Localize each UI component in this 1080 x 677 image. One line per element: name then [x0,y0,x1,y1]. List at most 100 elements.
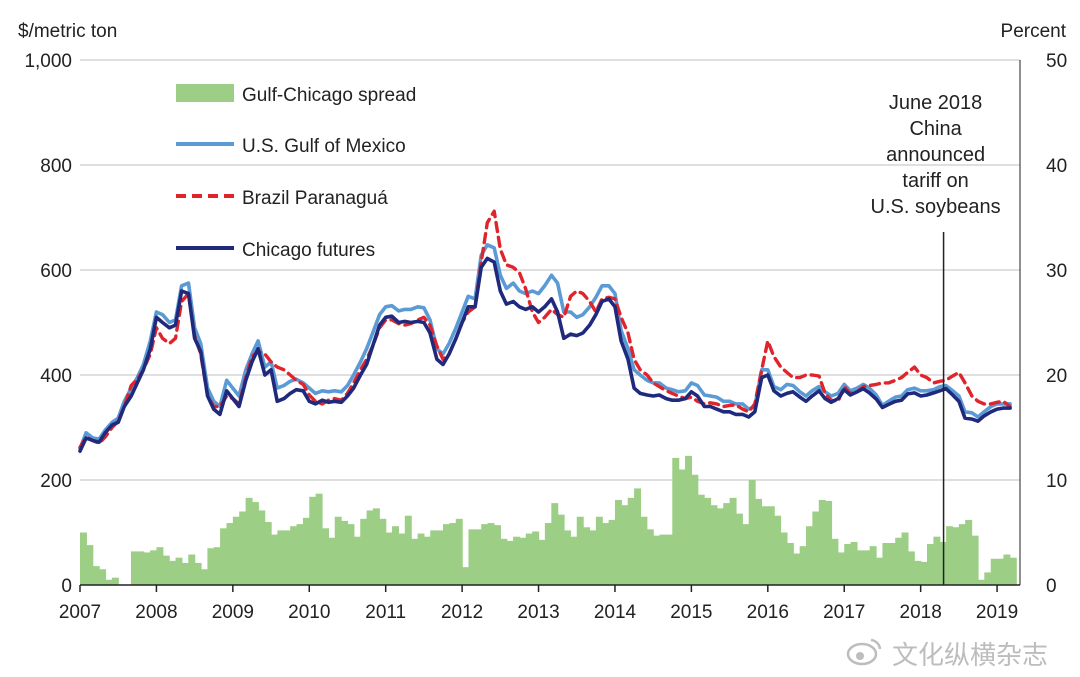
spread-bar [882,543,890,585]
spread-bar [678,469,686,585]
x-tick-label: 2016 [747,602,789,623]
spread-bar [360,518,368,585]
x-tick-label: 2013 [517,602,559,623]
spread-bar [379,518,387,585]
spread-bar [296,524,304,585]
spread-bar [156,547,164,585]
spread-bar [844,544,852,585]
spread-bar [143,552,151,585]
spread-bar [755,498,763,585]
spread-bar [850,541,858,585]
spread-bar [997,558,1005,585]
spread-bar [162,555,170,585]
spread-bar [818,499,826,585]
x-tick-label: 2009 [212,602,254,623]
spread-bar [780,532,788,585]
spread-bar [742,524,750,585]
spread-bar [175,557,183,585]
spread-bar [468,529,476,585]
right-tick-label: 40 [1046,156,1067,177]
line-chicago [78,256,1012,453]
spread-bar [264,522,272,585]
spread-bar [958,524,966,585]
spread-bar [563,530,571,585]
annotation-line: U.S. soybeans [871,196,1001,218]
spread-bar [710,505,718,585]
spread-bar [455,518,463,585]
spread-bar [863,550,871,585]
spread-bar [914,560,922,585]
spread-bar [723,503,731,585]
annotation-line: announced [886,144,985,166]
spread-bar [258,510,266,585]
spread-bar [627,497,635,585]
spread-bar [685,455,693,585]
spread-bar [506,540,514,585]
spread-bar [99,569,107,585]
spread-bar [513,536,521,585]
spread-bar [551,503,559,585]
legend-label-chicago: Chicago futures [242,240,375,261]
spread-bar [423,536,431,585]
spread-bar [608,519,616,585]
legend-swatch-spread [176,84,234,102]
spread-bar [589,530,597,585]
spread-bar [232,516,240,585]
spread-bar [748,480,756,585]
x-tick-label: 2010 [288,602,330,623]
spread-bar [188,554,196,585]
spread-bar [417,533,425,585]
spread-bar [430,530,438,585]
spread-bar [372,508,380,585]
spread-bar [659,534,667,585]
spread-bar [322,528,329,585]
spread-bar [334,516,342,585]
spread-bar [907,551,915,585]
left-tick-label: 800 [40,156,72,177]
spread-bar [404,515,412,585]
x-tick-label: 2019 [976,602,1018,623]
spread-bar [869,546,877,585]
spread-bar [799,546,807,585]
spread-bar [926,544,934,585]
spread-bar [105,579,113,585]
spread-bar [665,534,673,585]
spread-bar [271,534,279,585]
spread-bar [672,457,680,585]
spread-bar [239,511,247,585]
legend-label-brazil: Brazil Paranaguá [242,188,388,209]
spread-bar [481,524,489,585]
spread-bar [634,488,642,585]
spread-bar [169,560,177,585]
spread-bar [80,532,87,585]
spread-bar [704,497,712,585]
spread-bar [328,537,336,585]
spread-bar [920,561,928,585]
legend-label-gulf: U.S. Gulf of Mexico [242,136,406,157]
spread-bar [888,543,896,585]
spread-bar [341,520,349,585]
spread-bar [538,539,546,585]
right-tick-label: 20 [1046,366,1067,387]
spread-bar [290,526,298,585]
spread-bar [92,566,100,585]
right-tick-label: 0 [1046,576,1057,597]
spread-bar [207,548,215,585]
spread-bar [952,527,960,585]
spread-bar [1003,554,1011,585]
spread-bar [519,537,527,585]
spread-bar [150,550,158,585]
spread-bar [137,551,145,585]
spread-bar [965,519,973,585]
x-tick-label: 2015 [670,602,712,623]
spread-bar [487,523,495,585]
spread-bar [640,516,648,585]
spread-bar [474,529,482,585]
spread-bar [130,551,138,585]
spread-bar [353,536,361,585]
spread-bar [226,523,234,585]
spread-bar [111,577,119,585]
spread-bar [895,537,903,585]
spread-bar [856,550,864,585]
spread-bar [411,538,419,585]
